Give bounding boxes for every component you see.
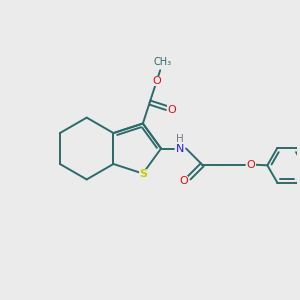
Text: O: O [247, 160, 256, 170]
Text: N: N [176, 143, 184, 154]
Text: S: S [139, 169, 147, 178]
Text: O: O [167, 105, 176, 115]
Text: CH₃: CH₃ [154, 58, 172, 68]
Text: O: O [152, 76, 161, 86]
Text: O: O [179, 176, 188, 186]
Text: H: H [176, 134, 184, 144]
